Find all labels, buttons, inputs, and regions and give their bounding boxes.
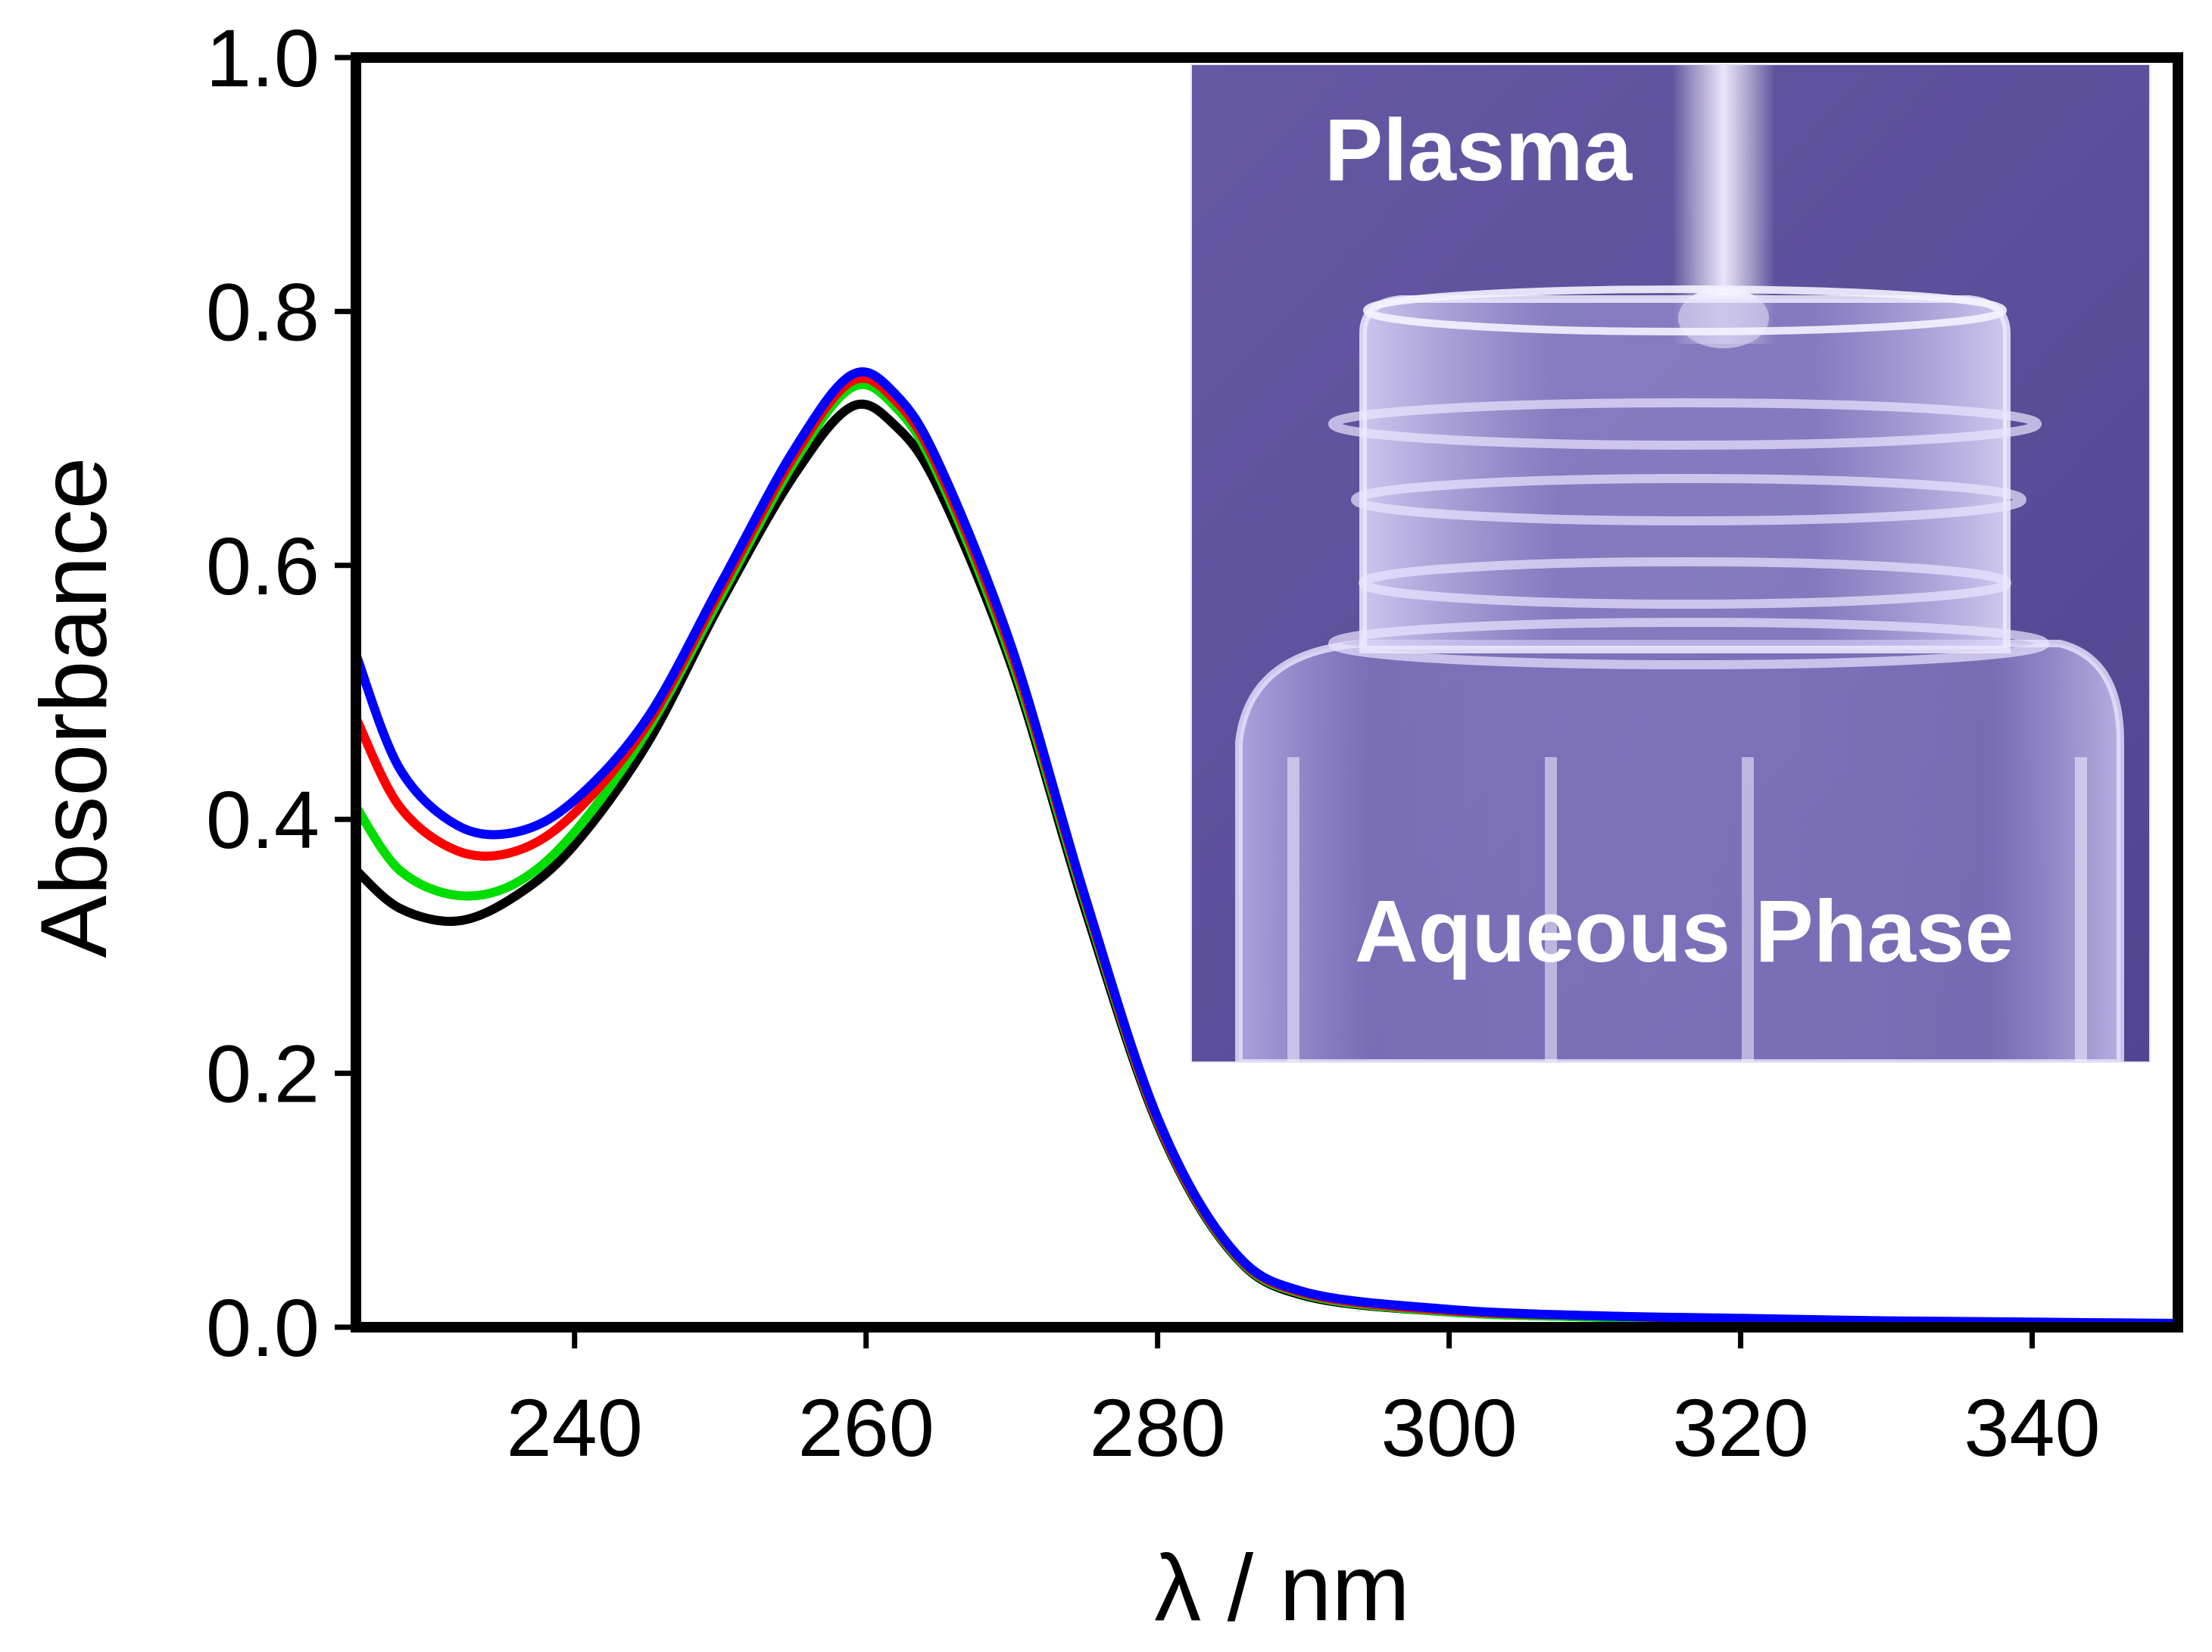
x-axis-title: λ / nm <box>1154 1536 1410 1641</box>
x-tick-label: 320 <box>1672 1382 1808 1473</box>
bottle-thread <box>1351 474 2026 525</box>
y-tick-label: 0.4 <box>206 774 320 865</box>
y-tick-label: 0.6 <box>206 520 320 612</box>
y-tick-label: 0.2 <box>206 1028 320 1120</box>
plot-frame <box>351 52 2183 1333</box>
glass-highlight <box>1742 757 1754 1063</box>
y-tick-label: 0.8 <box>206 266 320 357</box>
bottle-thread <box>1328 398 2042 450</box>
inset-label-aqueous-phase: Aqueous Phase <box>1355 882 2014 980</box>
x-tick-label: 260 <box>798 1382 934 1473</box>
y-tick-label: 1.0 <box>206 12 320 104</box>
y-tick-label: 0.0 <box>206 1282 320 1373</box>
inset-label-plasma: Plasma <box>1324 101 1633 199</box>
glass-highlight <box>1287 757 1299 1063</box>
glass-highlight <box>2075 757 2087 1063</box>
bottle-thread <box>1359 557 2011 609</box>
glass-highlight <box>1545 757 1557 1063</box>
inset-photo <box>1190 64 2151 1063</box>
series-line-blue <box>351 367 2182 1328</box>
bottle-body <box>1235 640 2124 1063</box>
x-tick-label: 340 <box>1964 1382 2100 1473</box>
x-tick-label: 240 <box>507 1382 643 1473</box>
y-axis-title: Absorbance <box>22 457 126 958</box>
bottle-rim <box>1363 285 2007 335</box>
x-tick-label: 280 <box>1090 1382 1226 1473</box>
bottle-thread <box>1328 618 2049 669</box>
x-tick-label: 300 <box>1381 1382 1517 1473</box>
series-group <box>351 367 2182 1329</box>
